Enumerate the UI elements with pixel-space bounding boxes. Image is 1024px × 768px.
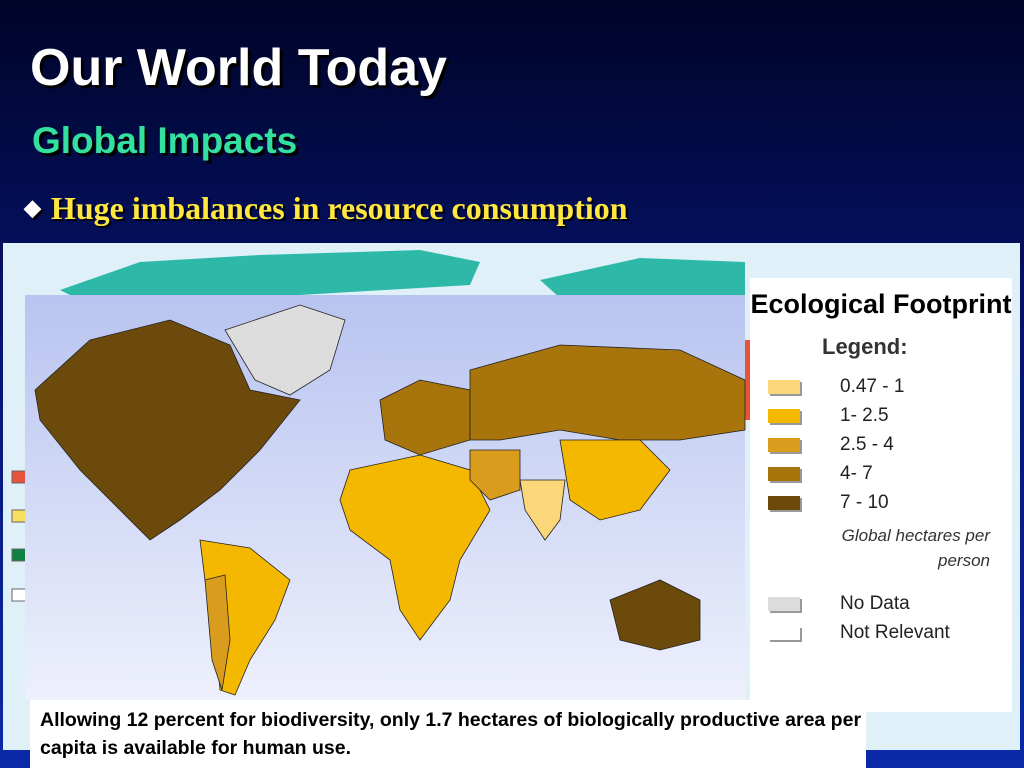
legend-label: 4- 7 (840, 462, 873, 484)
back-swatch (11, 548, 27, 562)
legend-row: No Data (768, 589, 1012, 618)
middle-east (469, 449, 521, 501)
legend-note: Global hectares per person (841, 526, 990, 570)
legend-heading: Legend: (822, 334, 908, 359)
legend-row: 4- 7 (768, 459, 1012, 488)
legend-row: 0.47 - 1 (768, 372, 1012, 401)
legend-label: 2.5 - 4 (840, 433, 894, 455)
china (559, 439, 671, 521)
legend-label: 7 - 10 (840, 491, 889, 513)
legend-swatch (768, 495, 800, 510)
legend-label: Not Relevant (840, 621, 950, 643)
legend-row: 2.5 - 4 (768, 430, 1012, 459)
india (519, 479, 566, 541)
russia (469, 344, 746, 441)
legend-label: No Data (840, 592, 910, 614)
legend-swatch (768, 625, 800, 640)
title: Our World Today (30, 39, 447, 97)
legend-row: 1- 2.5 (768, 401, 1012, 430)
legend-swatch (768, 466, 800, 481)
south-america-south (204, 574, 231, 691)
legend-extra: No Data Not Relevant (750, 589, 1012, 647)
back-swatch (11, 470, 27, 484)
legend-swatch (768, 437, 800, 452)
legend-swatch (768, 596, 800, 611)
legend-swatch (768, 408, 800, 423)
north-america (34, 319, 301, 541)
caption: Allowing 12 percent for biodiversity, on… (30, 700, 866, 768)
back-swatch (11, 588, 27, 602)
legend-row: Not Relevant (768, 618, 1012, 647)
back-land (60, 250, 480, 300)
legend-swatch (768, 379, 800, 394)
legend-label: 1- 2.5 (840, 404, 889, 426)
africa (339, 454, 491, 641)
greenland (224, 304, 346, 396)
legend-row: 7 - 10 (768, 488, 1012, 517)
bullet-text: Huge imbalances in resource consumption (50, 190, 628, 226)
legend-items: 0.47 - 1 1- 2.5 2.5 - 4 4- 7 7 - 10 (750, 372, 1012, 517)
back-land (540, 258, 745, 298)
australia (609, 579, 701, 651)
subtitle: Global Impacts (32, 120, 298, 161)
bullet: ◆ Huge imbalances in resource consumption (24, 190, 628, 226)
legend-label: 0.47 - 1 (840, 375, 905, 397)
legend-title: Ecological Footprint (750, 289, 1012, 319)
legend: Ecological Footprint Legend: 0.47 - 1 1- … (750, 278, 1012, 712)
back-swatch (11, 509, 27, 523)
